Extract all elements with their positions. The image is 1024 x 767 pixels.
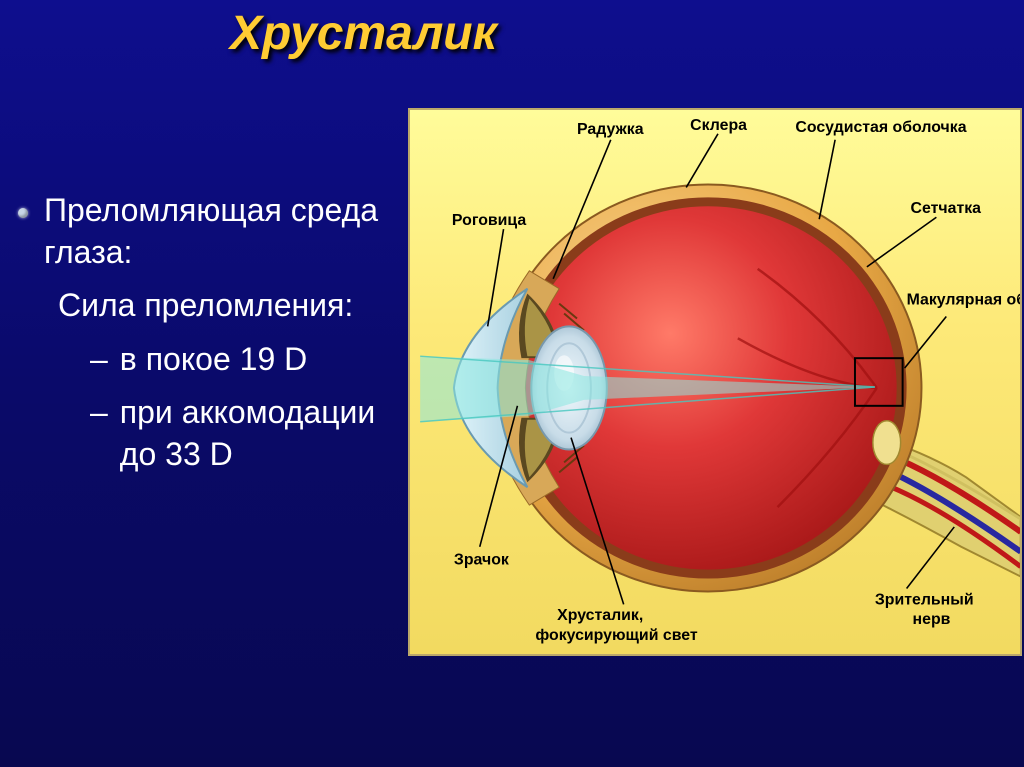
- eye-diagram: Радужка Склера Сосудистая оболочка Сетча…: [408, 108, 1022, 656]
- label-choroid: Сосудистая оболочка: [795, 119, 966, 136]
- bullet-text: при аккомодации до 33 D: [120, 392, 410, 475]
- label-lens1: Хрусталик,: [557, 607, 643, 624]
- optic-disc: [873, 421, 901, 465]
- dash-icon: –: [90, 394, 108, 431]
- bullet-level0: Преломляющая среда глаза:: [18, 190, 410, 273]
- label-nerve1: Зрительный: [875, 591, 974, 608]
- bullet-text: Преломляющая среда глаза:: [44, 190, 410, 273]
- label-retina: Сетчатка: [911, 200, 982, 217]
- text-column: Преломляющая среда глаза: Сила преломлен…: [10, 190, 410, 488]
- bullet-level1: Сила преломления:: [58, 285, 410, 327]
- dash-icon: –: [90, 341, 108, 378]
- slide-title: Хрусталик: [230, 6, 497, 61]
- label-nerve2: нерв: [913, 611, 951, 628]
- label-lens2: фокусирующий свет: [535, 627, 698, 644]
- label-sclera: Склера: [690, 117, 747, 134]
- bullet-level2: – в покое 19 D: [90, 339, 410, 381]
- bullet-text: в покое 19 D: [120, 339, 307, 381]
- bullet-disc-icon: [18, 208, 28, 218]
- label-macula: Макулярная область: [907, 292, 1020, 309]
- bullet-text: Сила преломления:: [58, 285, 353, 327]
- label-pupil: Зрачок: [454, 552, 509, 569]
- bullet-level2: – при аккомодации до 33 D: [90, 392, 410, 475]
- label-cornea: Роговица: [452, 212, 526, 229]
- label-iris: Радужка: [577, 121, 644, 138]
